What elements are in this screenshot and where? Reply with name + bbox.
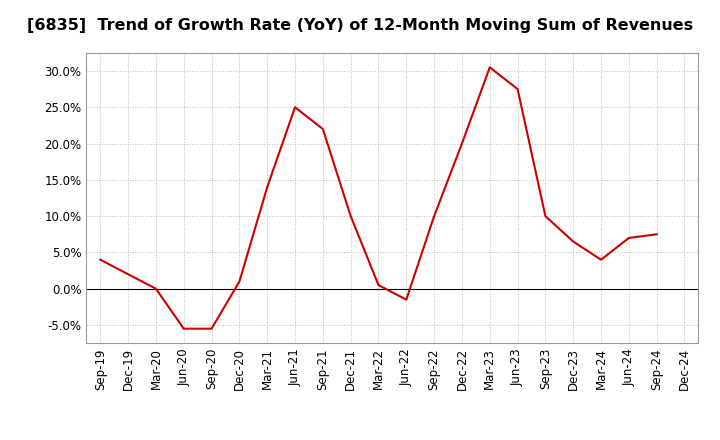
Text: [6835]  Trend of Growth Rate (YoY) of 12-Month Moving Sum of Revenues: [6835] Trend of Growth Rate (YoY) of 12-… bbox=[27, 18, 693, 33]
